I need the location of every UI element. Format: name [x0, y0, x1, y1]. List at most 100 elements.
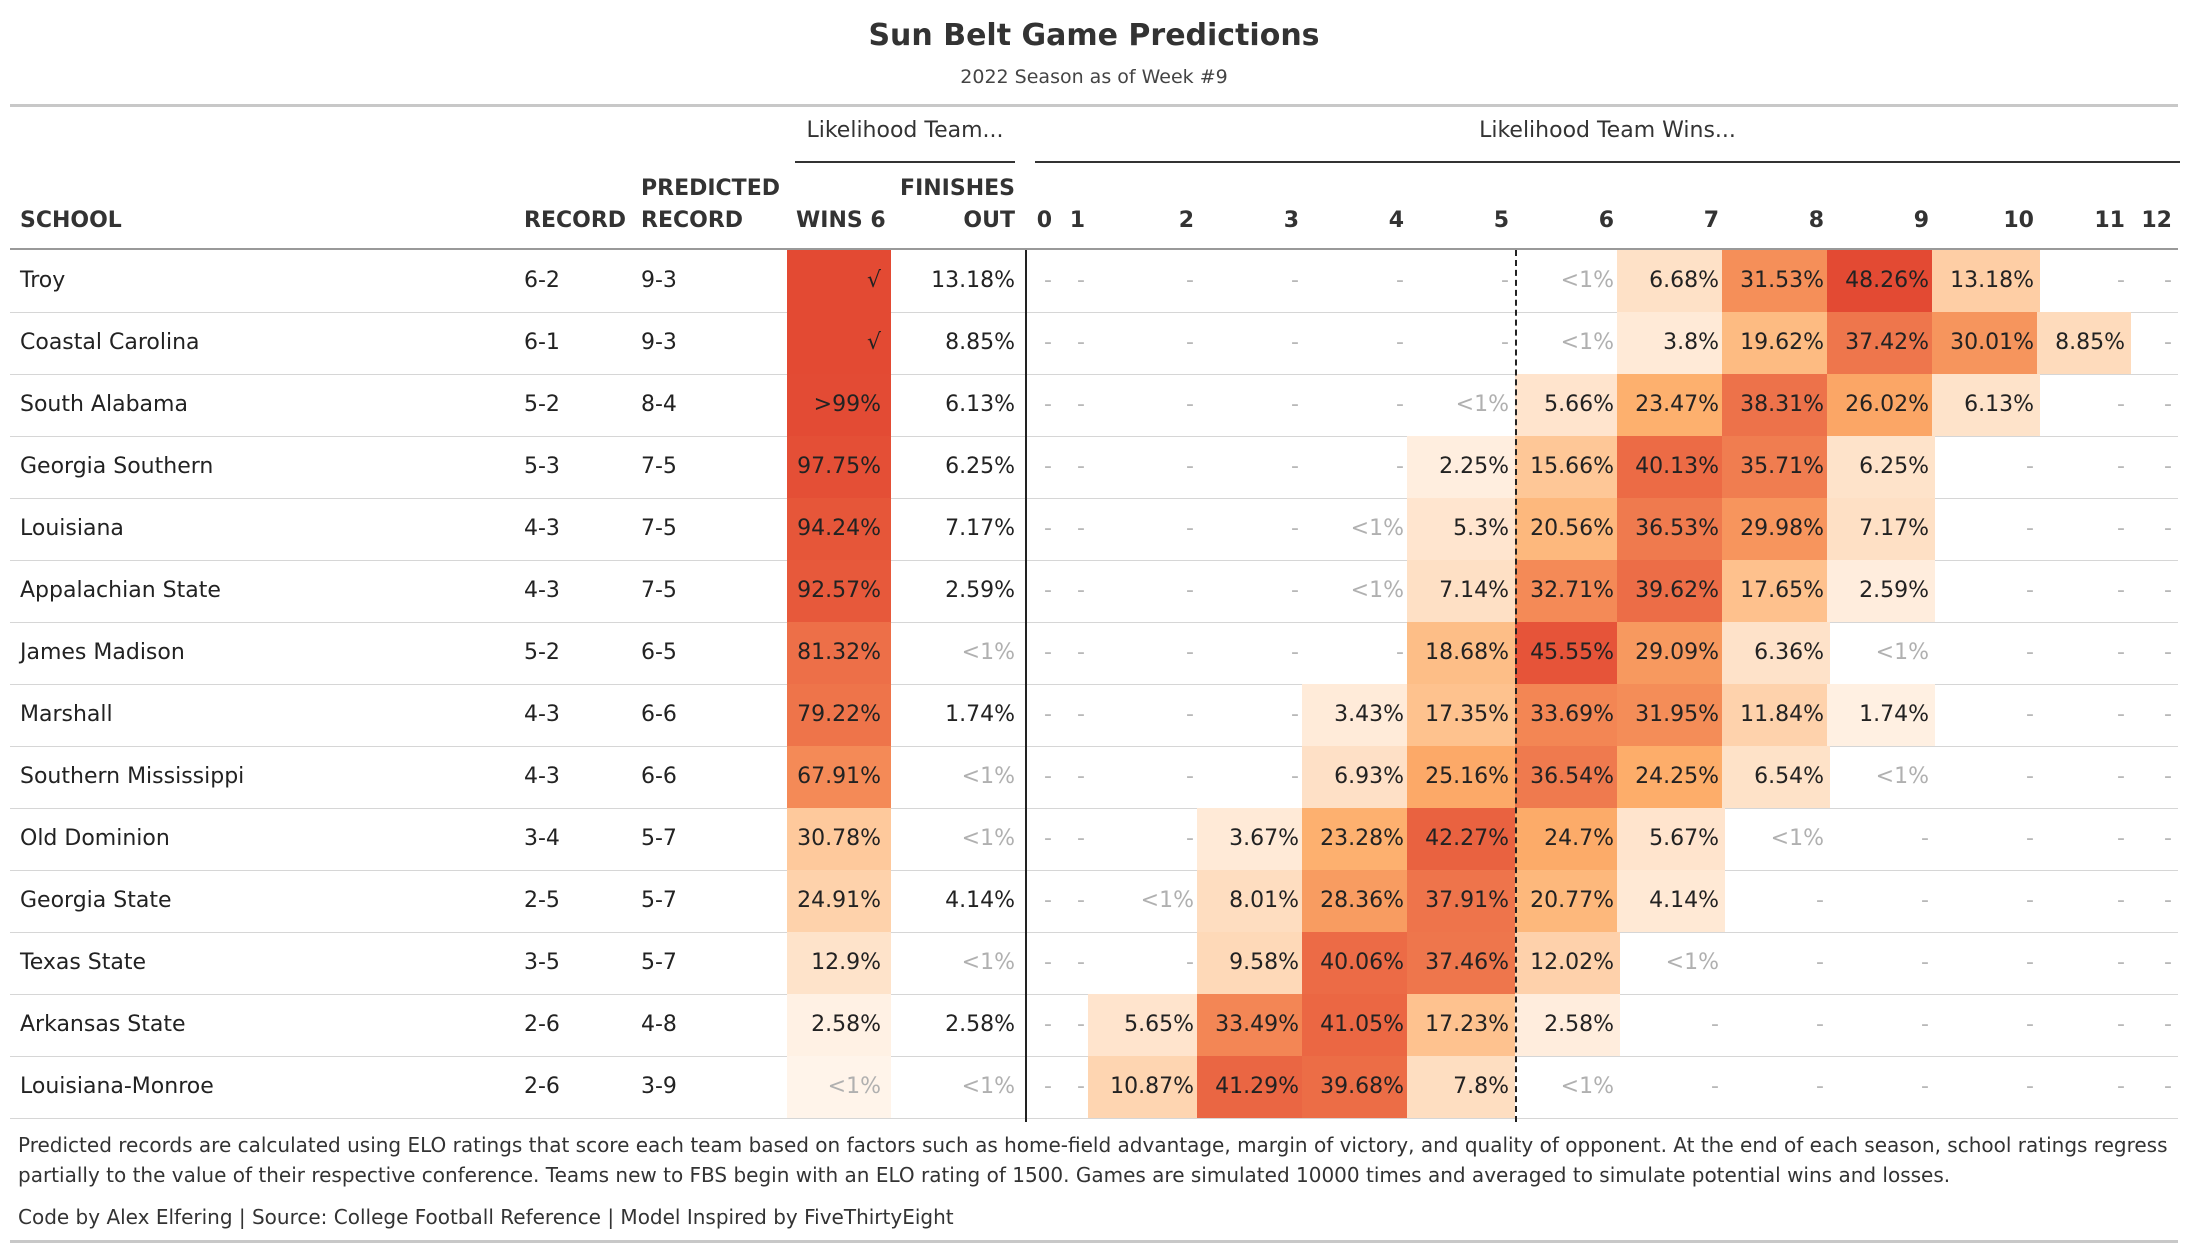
wins6-value: 79.22% — [797, 702, 881, 727]
wins-11-value: - — [2117, 950, 2125, 975]
wins-cell-bg — [1515, 560, 1620, 622]
row-divider — [10, 312, 2178, 313]
header-wins-6: 6 — [1598, 208, 1614, 233]
wins-3-value: - — [1291, 516, 1299, 541]
predicted-record-value: 8-4 — [641, 392, 677, 417]
wins-cell-bg — [1827, 374, 1935, 436]
row-divider — [10, 498, 2178, 499]
wins-1-value: - — [1077, 888, 1085, 913]
wins-1-value: - — [1077, 330, 1085, 355]
wins6-value: 97.75% — [797, 454, 881, 479]
row-divider — [10, 622, 2178, 623]
wins-8-value: 31.53% — [1740, 268, 1824, 293]
wins6-value: 81.32% — [797, 640, 881, 665]
school-name: Troy — [20, 268, 66, 293]
wins6-value: 30.78% — [797, 826, 881, 851]
wins-3-value: - — [1291, 578, 1299, 603]
wins-1-value: - — [1077, 826, 1085, 851]
wins-cell-bg — [1515, 374, 1620, 436]
wins-4-value: <1% — [1350, 516, 1404, 541]
wins-6-value: 5.66% — [1544, 392, 1614, 417]
wins-0-value: - — [1044, 578, 1052, 603]
record-value: 6-1 — [524, 330, 560, 355]
wins-1-value: - — [1077, 1074, 1085, 1099]
row-divider — [10, 932, 2178, 933]
wins-11-value: - — [2117, 1012, 2125, 1037]
wins-cell-bg — [1827, 684, 1935, 746]
wins6-cell-bg — [787, 374, 891, 436]
record-value: 6-2 — [524, 268, 560, 293]
wins-7-value: <1% — [1665, 950, 1719, 975]
wins-cell-bg — [1302, 746, 1410, 808]
wins-4-value: - — [1396, 268, 1404, 293]
spanner-wins: Likelihood Team Wins... — [1479, 118, 1736, 143]
wins-cell-bg — [1722, 436, 1830, 498]
school-name: Coastal Carolina — [20, 330, 200, 355]
wins-cell-bg — [1827, 560, 1935, 622]
wins6-value: √ — [866, 330, 881, 355]
wins-7-value: 39.62% — [1635, 578, 1719, 603]
spanner-finish-line — [795, 161, 1015, 163]
wins-cell-bg — [1515, 436, 1620, 498]
wins-8-value: 38.31% — [1740, 392, 1824, 417]
wins-7-value: 24.25% — [1635, 764, 1719, 789]
wins-5-value: 2.25% — [1439, 454, 1509, 479]
wins-cell-bg — [1302, 1056, 1410, 1118]
wins-cell-bg — [1722, 746, 1830, 808]
wins-cell-bg — [1827, 436, 1935, 498]
wins-3-value: - — [1291, 640, 1299, 665]
school-name: Georgia State — [20, 888, 172, 913]
wins-4-value: 3.43% — [1334, 702, 1404, 727]
wins-cell-bg — [1407, 870, 1515, 932]
wins6-cell-bg — [787, 870, 891, 932]
wins-0-value: - — [1044, 1074, 1052, 1099]
wins-6-value: 45.55% — [1530, 640, 1614, 665]
wins-cell-bg — [1617, 312, 1725, 374]
finishes-out-value: <1% — [961, 640, 1015, 665]
header-record: RECORD — [524, 208, 627, 233]
row-divider — [10, 808, 2178, 809]
header-wins-2: 2 — [1178, 208, 1194, 233]
record-value: 4-3 — [524, 702, 560, 727]
wins-9-value: - — [1921, 1012, 1929, 1037]
wins-cell-bg — [1722, 560, 1830, 622]
wins-10-value: - — [2026, 702, 2034, 727]
wins-cell-bg — [1515, 684, 1620, 746]
spanner-finish: Likelihood Team... — [806, 118, 1004, 143]
wins-11-value: - — [2117, 516, 2125, 541]
header-wins-8: 8 — [1808, 208, 1824, 233]
wins-12-value: - — [2164, 764, 2172, 789]
record-value: 4-3 — [524, 516, 560, 541]
wins-10-value: - — [2026, 454, 2034, 479]
header-school: SCHOOL — [20, 208, 122, 233]
wins-10-value: - — [2026, 950, 2034, 975]
finishes-out-value: 6.13% — [945, 392, 1015, 417]
wins-10-value: - — [2026, 1074, 2034, 1099]
record-value: 5-3 — [524, 454, 560, 479]
wins-10-value: - — [2026, 826, 2034, 851]
wins-2-value: - — [1186, 640, 1194, 665]
wins-5-value: 42.27% — [1425, 826, 1509, 851]
wins-9-value: 2.59% — [1859, 578, 1929, 603]
school-name: Georgia Southern — [20, 454, 214, 479]
wins-0-value: - — [1044, 516, 1052, 541]
row-divider — [10, 436, 2178, 437]
wins-8-value: - — [1816, 888, 1824, 913]
wins-0-value: - — [1044, 950, 1052, 975]
finishes-out-value: 1.74% — [945, 702, 1015, 727]
wins-6-value: <1% — [1560, 268, 1614, 293]
wins6-cell-bg — [787, 994, 891, 1056]
wins-3-value: - — [1291, 702, 1299, 727]
wins-1-value: - — [1077, 1012, 1085, 1037]
record-value: 5-2 — [524, 640, 560, 665]
wins-11-value: - — [2117, 888, 2125, 913]
header-rule — [10, 248, 2178, 250]
wins6-value: >99% — [813, 392, 881, 417]
wins-11-value: 8.85% — [2055, 330, 2125, 355]
top-rule — [10, 104, 2178, 107]
wins-cell-bg — [1407, 1056, 1515, 1118]
wins-8-value: - — [1816, 1074, 1824, 1099]
wins-12-value: - — [2164, 392, 2172, 417]
wins-12-value: - — [2164, 268, 2172, 293]
wins-8-value: 29.98% — [1740, 516, 1824, 541]
